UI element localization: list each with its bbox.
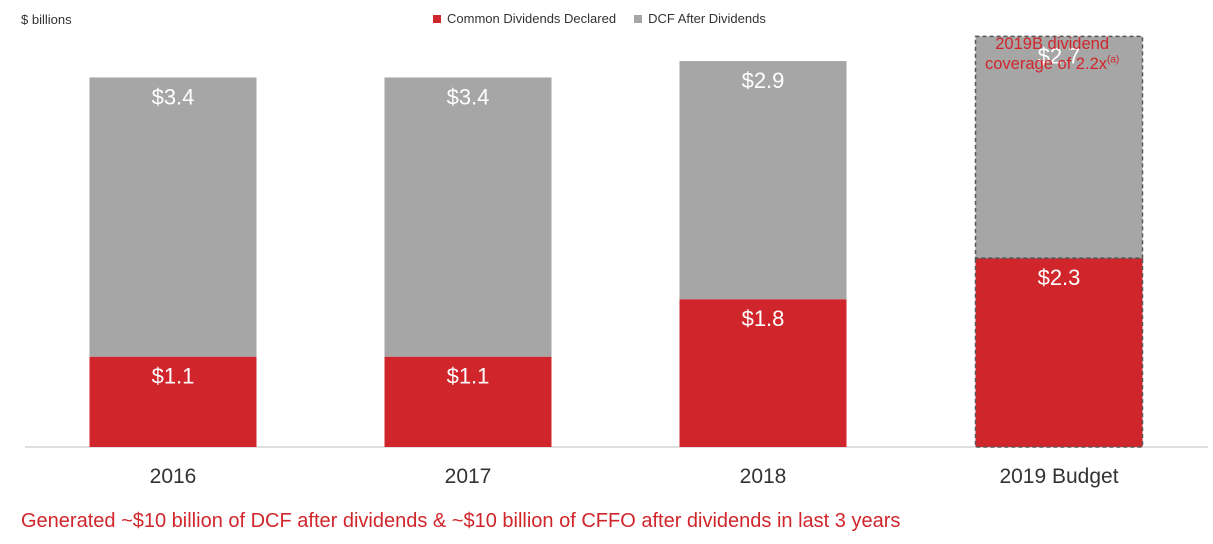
legend-swatch-dcf	[634, 14, 643, 23]
x-tick-label-3: 2019 Budget	[999, 465, 1118, 488]
data-label-dividends-0: $1.1	[152, 364, 195, 389]
callout-line-1: 2019B dividend	[995, 35, 1109, 53]
legend-label-dividends: Common Dividends Declared	[447, 11, 617, 26]
bar-dcf-3	[974, 35, 1144, 259]
legend-item-dcf: DCF After Dividends	[634, 11, 766, 26]
data-label-dividends-1: $1.1	[447, 364, 490, 389]
legend-label-dcf: DCF After Dividends	[648, 11, 766, 26]
data-label-dividends-2: $1.8	[742, 306, 785, 331]
bar-dividends-0	[89, 356, 257, 447]
bar-dividends-2	[679, 299, 847, 447]
data-label-dividends-3: $2.3	[1038, 265, 1081, 290]
callout-line-2: coverage of 2.2x(a)	[985, 54, 1119, 74]
x-tick-label-2: 2018	[740, 465, 787, 488]
callout-line-2-text: coverage of 2.2x	[985, 55, 1107, 73]
x-tick-label-1: 2017	[445, 465, 492, 488]
x-tick-label-0: 2016	[150, 465, 197, 488]
legend-item-dividends: Common Dividends Declared	[433, 11, 616, 26]
legend: Common Dividends Declared DCF After Divi…	[433, 11, 766, 26]
bar-dcf-1	[384, 77, 552, 357]
bar-dividends-1	[384, 356, 552, 447]
bar-dcf-2	[679, 61, 847, 300]
bar-dividends-3	[974, 257, 1144, 448]
unit-label: $ billions	[21, 12, 72, 27]
callout-footnote-marker: (a)	[1107, 54, 1120, 66]
data-label-dcf-0: $3.4	[152, 84, 195, 109]
footer-note: Generated ~$10 billion of DCF after divi…	[21, 510, 901, 532]
coverage-callout: 2019B dividend coverage of 2.2x(a)	[985, 34, 1119, 74]
data-label-dcf-2: $2.9	[742, 68, 785, 93]
data-label-dcf-3: $2.7	[1038, 43, 1081, 68]
bar-dcf-0	[89, 77, 257, 357]
data-label-dcf-1: $3.4	[447, 84, 490, 109]
legend-swatch-dividends	[433, 14, 441, 23]
